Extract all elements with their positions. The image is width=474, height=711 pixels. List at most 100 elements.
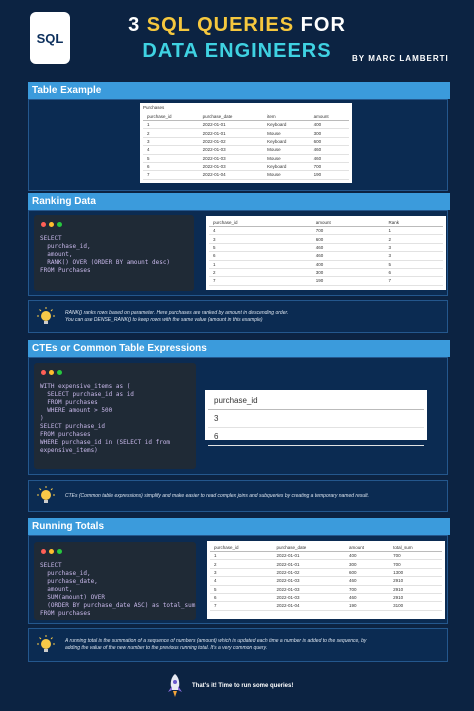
- table-row: 5 460 3: [209, 243, 443, 253]
- table-cell: 6: [384, 268, 443, 278]
- table-cell: 2022-01-03: [272, 593, 345, 603]
- table-cell: 460: [311, 251, 385, 261]
- title-line-2: DATA ENGINEERS: [142, 40, 332, 62]
- tip-box: A running total is the summation of a se…: [28, 628, 448, 662]
- code-line: SUM(amount) OVER: [40, 594, 106, 601]
- table-row: 3 2022-01-02 Keyboard 600: [143, 137, 349, 147]
- title-line-1: 3 SQL QUERIES FOR: [90, 14, 384, 37]
- result-table: purchase_id purchase_date amount total_sum 1…: [207, 541, 445, 619]
- table-row: 6 460 3: [209, 251, 443, 261]
- column-header: Rank: [384, 218, 443, 227]
- section-title: Table Example: [28, 82, 450, 99]
- tip-line: CTEs (Common table expressions) simplify…: [65, 492, 370, 499]
- table-cell: 700: [389, 559, 442, 569]
- table-cell: 2022-01-03: [272, 576, 345, 586]
- table-cell: Mouse: [263, 145, 310, 155]
- column-header: amount: [311, 218, 385, 227]
- table-cell: Keyboard: [263, 162, 310, 172]
- table-row: 6: [208, 427, 424, 446]
- section-title: CTEs or Common Table Expressions: [28, 340, 450, 357]
- table-cell: 460: [309, 154, 349, 163]
- tip-box: RANK() ranks rows based on parameter. He…: [28, 300, 448, 333]
- table-cell: 460: [344, 576, 390, 586]
- table-cell: 3: [208, 409, 424, 428]
- table-body: 4 700 1 3 600 2 5 460 3 6 460 3 1 400 5 2 300 6 7 190 7: [209, 226, 443, 286]
- tip-line: You can use DENSE_RANK() to keep rows wi…: [65, 316, 263, 323]
- table-row: 6 2022-01-03 460 2910: [210, 593, 442, 603]
- table-row: 3 2022-01-02 600 1300: [210, 568, 442, 578]
- table-cell: 6: [208, 427, 424, 446]
- table-cell: 4: [143, 145, 199, 155]
- table-cell: 2022-01-01: [272, 551, 345, 561]
- window-dot: [41, 370, 46, 375]
- window-dot: [57, 549, 62, 554]
- code-line: ): [40, 415, 44, 422]
- table-cell: 1: [384, 226, 443, 236]
- table-row: 1 2022-01-01 400 700: [210, 551, 442, 561]
- tip-text: CTEs (Common table expressions) simplify…: [57, 493, 369, 500]
- code-line: FROM purchases: [40, 399, 98, 406]
- table: purchase_id amount Rank 4 700 1 3 600 2 5 460 3 6 460…: [209, 218, 443, 286]
- code-line: SELECT purchase_id: [40, 423, 106, 430]
- code-line: FROM purchases: [40, 610, 91, 617]
- tip-line: adding the value of the new number to th…: [65, 645, 268, 651]
- bulb-icon: [37, 635, 55, 652]
- code-line: (ORDER BY purchase_date ASC) as total_su…: [40, 602, 196, 609]
- column-header: purchase_id: [210, 543, 273, 552]
- table-cell: 460: [311, 243, 385, 253]
- table-cell: 1: [143, 120, 199, 130]
- code-line: purchase_id,: [40, 243, 91, 250]
- code-line: purchase_id,: [40, 570, 91, 577]
- table-row: 4 700 1: [209, 226, 443, 236]
- result-table: purchase_id amount Rank 4 700 1 3 600 2 5 460 3 6 460…: [206, 216, 446, 290]
- table-cell: 400: [311, 260, 385, 269]
- table-cell: 6: [143, 162, 199, 172]
- table-cell: Mouse: [263, 154, 310, 163]
- code-line: amount,: [40, 586, 73, 593]
- table-cell: 5: [210, 585, 273, 594]
- header-row: purchase_id purchase_date item amount: [143, 112, 349, 121]
- window-dot: [49, 370, 54, 375]
- table-cell: 3: [209, 234, 312, 244]
- table-row: 5 2022-01-03 700 2910: [210, 585, 442, 594]
- code-line: FROM Purchases: [40, 267, 91, 274]
- tip-line: RANK() ranks rows based on parameter. He…: [65, 309, 289, 316]
- table-cell: Mouse: [263, 170, 310, 180]
- table-cell: 2022-01-03: [272, 585, 345, 594]
- table-row: 7 2022-01-04 Mouse 190: [143, 170, 349, 180]
- table-row: 4 2022-01-03 460 2910: [210, 576, 442, 586]
- table-row: 2 2022-01-01 Mouse 300: [143, 128, 349, 138]
- table-cell: 600: [309, 137, 349, 147]
- table-cell: 5: [209, 243, 312, 253]
- table-cell: 2022-01-01: [198, 128, 264, 138]
- sql-icon: SQL: [30, 12, 70, 64]
- header-row: purchase_id: [208, 392, 424, 410]
- table-caption: Purchases: [143, 105, 165, 110]
- table-body: 1 2022-01-01 Keyboard 400 2 2022-01-01 Mouse 30…: [143, 120, 349, 180]
- column-header: purchase_date: [198, 112, 264, 121]
- result-table: purchase_id 3 6: [205, 390, 427, 446]
- table-cell: 600: [344, 568, 390, 578]
- table-cell: 3: [143, 137, 199, 147]
- table-head: purchase_id purchase_date item amount: [143, 112, 349, 121]
- rocket-icon: [168, 674, 182, 697]
- window-dot: [41, 549, 46, 554]
- result-table: Purchases purchase_id purchase_date item amo…: [140, 103, 352, 183]
- author: BY MARC LAMBERTI: [352, 54, 449, 63]
- table-row: 7 190 7: [209, 276, 443, 286]
- table-head: purchase_id purchase_date amount total_sum: [210, 543, 442, 552]
- code-window: SELECT purchase_id, amount, RANK() OVER …: [34, 215, 194, 291]
- table-cell: 190: [311, 276, 385, 286]
- code-line: SELECT purchase_id as id: [40, 391, 134, 398]
- table-cell: 2022-01-02: [198, 137, 264, 147]
- column-header: amount: [344, 543, 390, 552]
- table-cell: 1: [209, 260, 312, 269]
- table-cell: 300: [311, 268, 385, 278]
- tip-text: RANK() ranks rows based on parameter. He…: [57, 310, 288, 324]
- code-line: WHERE amount > 500: [40, 407, 113, 414]
- table-cell: 3: [384, 243, 443, 253]
- title-part: FOR: [300, 14, 346, 36]
- table-cell: 2022-01-03: [198, 145, 264, 155]
- table-cell: 300: [309, 128, 349, 138]
